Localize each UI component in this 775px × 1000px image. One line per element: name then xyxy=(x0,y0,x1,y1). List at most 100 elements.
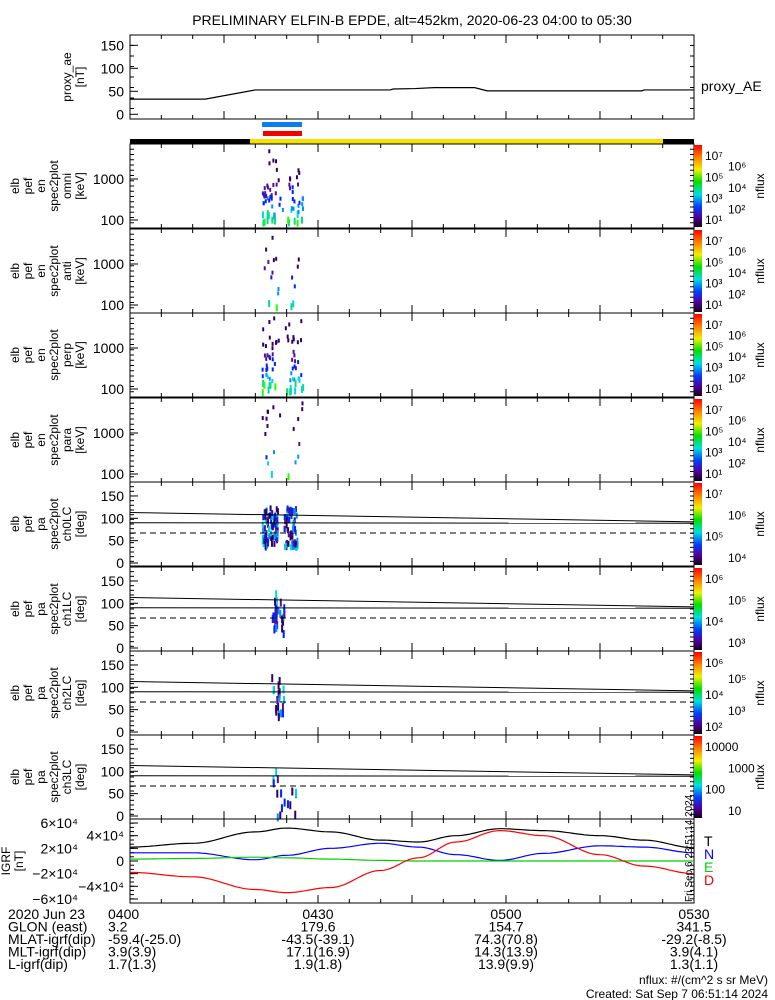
spectrogram-cell xyxy=(286,505,289,512)
colorbar-tick-label: 1000 xyxy=(728,761,755,775)
spectrogram-cell xyxy=(281,703,284,712)
spectrogram-cell xyxy=(271,378,274,383)
spectrogram-cell xyxy=(301,207,304,212)
colorbar xyxy=(694,145,702,227)
spectrogram-cell xyxy=(272,779,275,788)
spectrogram-cell xyxy=(276,775,279,784)
spectrogram-cell xyxy=(290,206,293,211)
pa-spectrogram-ch1LC xyxy=(271,590,286,639)
y-tick-label: 0 xyxy=(116,853,124,869)
colorbar-tick-label: 100 xyxy=(705,783,725,797)
spectrogram-cell xyxy=(262,327,265,332)
colorbar-tick-label: 10³ xyxy=(705,446,722,460)
orbit-row-value: 3.9(4.1) xyxy=(670,944,718,960)
spectrogram-cell xyxy=(271,367,274,372)
spectrogram-cell xyxy=(296,537,299,544)
spectrogram-cell xyxy=(280,804,283,813)
spectrogram-cell xyxy=(266,196,269,201)
y-axis-label: elb xyxy=(8,516,22,532)
spectrogram-cell xyxy=(263,266,266,271)
spectrogram-cell xyxy=(302,384,305,392)
y-axis-label: pef xyxy=(21,262,35,279)
loss-cone-line xyxy=(129,596,695,608)
y-tick-label: 150 xyxy=(101,741,125,757)
spectrogram-cell xyxy=(271,341,274,346)
spectrogram-cell xyxy=(270,275,273,280)
y-axis-label: [keV] xyxy=(73,341,87,368)
y-axis-label: ch3LC xyxy=(60,759,74,794)
y-axis-label: [nT] xyxy=(73,67,87,88)
spectrogram-cell xyxy=(283,696,286,705)
y-tick-label: 0 xyxy=(116,555,124,571)
y-tick-label: 150 xyxy=(101,488,125,504)
spectrogram-cell xyxy=(292,377,295,382)
spectrogram-cell xyxy=(291,190,294,195)
y-axis-label: [deg] xyxy=(73,511,87,538)
energy-panel xyxy=(129,312,695,398)
y-axis-label: pef xyxy=(21,600,35,617)
spectrogram-cell xyxy=(274,597,277,606)
igrf-D-line xyxy=(130,829,695,894)
science-zone-red-bar xyxy=(263,131,302,136)
orbit-row-label: MLT-igrf(dip) xyxy=(8,944,86,960)
colorbar-tick-label: 10³ xyxy=(728,636,745,650)
spectrogram-cell xyxy=(261,191,264,196)
colorbar-tick-label: 10² xyxy=(705,720,722,734)
spectrogram-cell xyxy=(275,537,278,544)
spectrogram-cell xyxy=(274,512,277,519)
spectrogram-cell xyxy=(269,505,272,512)
spectrogram-cell xyxy=(264,199,267,204)
spectrogram-cell xyxy=(270,540,273,547)
spectrogram-cell xyxy=(280,789,283,798)
spectrogram-cell xyxy=(261,389,264,397)
spectrogram-cell xyxy=(294,460,297,465)
spectrogram-cell xyxy=(264,543,267,550)
spectrogram-cell xyxy=(297,182,300,187)
spectrogram-cell xyxy=(290,371,293,376)
colorbar-tick-label: 10⁴ xyxy=(728,266,747,280)
y-tick-label: −2×10⁴ xyxy=(32,866,78,882)
spectrogram-cell xyxy=(264,432,267,437)
y-axis-label: elb xyxy=(8,178,22,194)
spectrogram-cell xyxy=(282,685,285,694)
spectrogram-cell xyxy=(265,193,268,198)
colorbar-tick-label: 10³ xyxy=(728,704,745,718)
spectrogram-cell xyxy=(268,300,271,308)
plot-title: PRELIMINARY ELFIN-B EPDE, alt=452km, 202… xyxy=(192,12,632,28)
spectrogram-cell xyxy=(268,533,271,540)
y-tick-label: 0 xyxy=(116,640,124,656)
spectrogram-cell xyxy=(300,216,303,224)
colorbar-label: nflux xyxy=(753,764,767,789)
spectrogram-cell xyxy=(265,455,268,460)
y-axis-label: [keV] xyxy=(73,172,87,199)
y-tick-label: 100 xyxy=(101,466,125,482)
spectrogram-cell xyxy=(272,450,275,455)
spectrogram-cell xyxy=(300,338,303,343)
igrf-E-line xyxy=(130,856,694,862)
spectrogram-cell xyxy=(284,525,287,532)
spectrogram-cell xyxy=(266,185,269,190)
spectrogram-cell xyxy=(292,337,295,342)
y-axis-label: [deg] xyxy=(73,680,87,707)
spectrogram-cell xyxy=(271,270,274,275)
spectrogram-cell xyxy=(272,405,275,410)
spectrogram-cell xyxy=(276,789,279,798)
spectrogram-cell xyxy=(266,217,269,225)
spectrogram-cell xyxy=(265,372,268,377)
spectrogram-cell xyxy=(294,541,297,548)
spectrogram-cell xyxy=(266,409,269,414)
spectrogram-cell xyxy=(270,523,273,530)
spectrogram-cell xyxy=(270,535,273,542)
spectrogram-cell xyxy=(275,704,278,713)
y-axis-label: spec2plot xyxy=(47,329,61,381)
colorbar xyxy=(694,736,702,818)
spectrogram-cell xyxy=(269,381,272,389)
spectrogram-cell xyxy=(300,319,303,324)
orbit-row-label: GLON (east) xyxy=(8,919,87,935)
spectrogram-cell xyxy=(293,508,296,515)
spectrogram-cell xyxy=(271,216,274,224)
spectrogram-cell xyxy=(275,597,278,606)
spectrogram-cell xyxy=(301,407,304,412)
colorbar-tick-label: 10 xyxy=(728,804,742,818)
y-axis-label: pef xyxy=(21,684,35,701)
